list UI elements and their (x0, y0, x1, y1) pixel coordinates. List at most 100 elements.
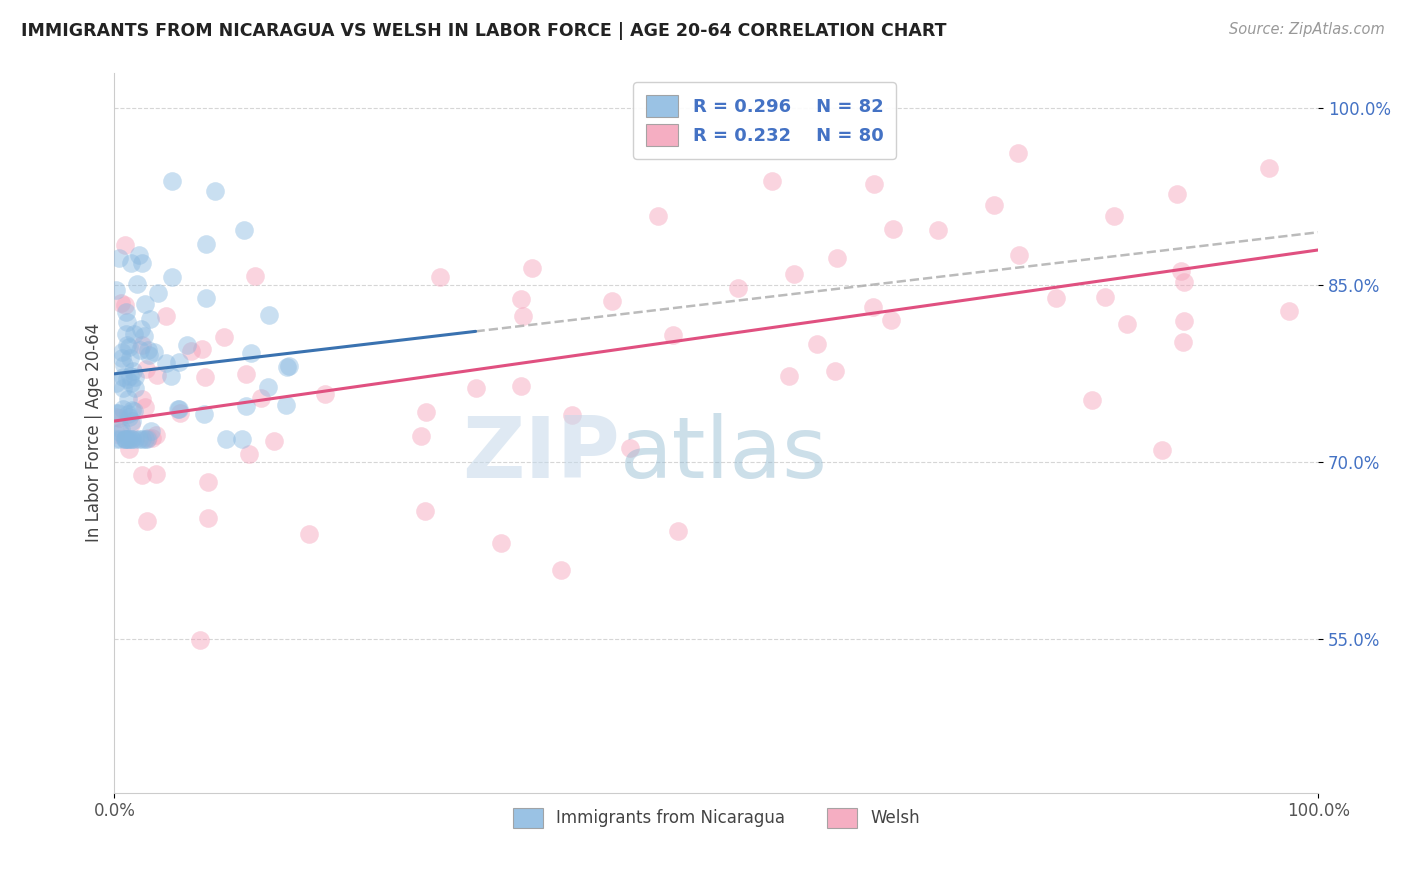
Point (1008, 247, 1031, 261)
Point (118, 409, 141, 424)
Point (561, 408, 583, 422)
Point (619, 441, 641, 455)
Point (145, 427, 167, 442)
Point (195, 291, 218, 305)
Legend: Immigrants from Nicaragua, Welsh: Immigrants from Nicaragua, Welsh (506, 801, 927, 835)
Point (489, 536, 512, 550)
Point (111, 370, 134, 384)
Point (238, 447, 260, 461)
Point (415, 404, 437, 418)
Point (104, 426, 127, 441)
Point (550, 564, 572, 578)
Point (122, 404, 145, 418)
Point (114, 238, 136, 252)
Point (146, 368, 169, 383)
Point (212, 330, 235, 344)
Point (274, 398, 297, 412)
Point (131, 256, 153, 270)
Point (145, 467, 167, 482)
Point (155, 309, 177, 323)
Point (110, 422, 132, 436)
Point (197, 511, 219, 525)
Point (108, 432, 131, 446)
Point (276, 359, 298, 374)
Text: ZIP: ZIP (463, 413, 620, 496)
Point (1045, 291, 1067, 305)
Point (135, 362, 157, 376)
Point (983, 198, 1005, 212)
Point (134, 296, 156, 310)
Point (1173, 275, 1195, 289)
Point (232, 223, 254, 237)
Point (120, 432, 142, 446)
Point (131, 338, 153, 352)
Point (1102, 209, 1125, 223)
Point (176, 338, 198, 352)
Point (112, 381, 135, 395)
Point (131, 432, 153, 446)
Point (662, 328, 685, 343)
Point (118, 340, 141, 354)
Point (108, 251, 131, 265)
Point (160, 368, 183, 383)
Point (142, 345, 165, 359)
Point (117, 407, 139, 421)
Point (413, 504, 436, 518)
Point (180, 343, 202, 358)
Point (117, 392, 139, 407)
Point (193, 407, 215, 421)
Point (131, 392, 153, 407)
Point (135, 514, 157, 528)
Point (114, 326, 136, 341)
Point (118, 442, 141, 456)
Point (115, 372, 138, 386)
Point (120, 256, 142, 270)
Point (105, 409, 128, 424)
Point (520, 260, 543, 275)
Point (124, 432, 146, 446)
Point (249, 392, 271, 406)
Point (124, 369, 146, 384)
Point (411, 429, 433, 443)
Point (778, 368, 800, 383)
Point (188, 633, 211, 648)
Point (167, 354, 190, 368)
Point (136, 343, 159, 358)
Y-axis label: In Labor Force | Age 20-64: In Labor Force | Age 20-64 (86, 323, 103, 542)
Point (128, 248, 150, 262)
Point (114, 432, 136, 446)
Point (120, 376, 142, 391)
Point (666, 524, 689, 539)
Point (240, 345, 263, 359)
Point (115, 305, 138, 319)
Point (105, 406, 128, 420)
Point (131, 467, 153, 482)
Point (105, 284, 128, 298)
Point (259, 308, 281, 322)
Point (129, 322, 152, 336)
Point (118, 432, 141, 446)
Point (215, 432, 238, 446)
Point (1173, 314, 1195, 328)
Point (806, 337, 828, 351)
Point (118, 368, 141, 383)
Point (129, 343, 152, 357)
Point (647, 209, 669, 223)
Point (121, 403, 143, 417)
Point (105, 376, 128, 391)
Point (263, 434, 285, 449)
Point (1166, 186, 1188, 201)
Point (118, 351, 141, 365)
Point (600, 293, 623, 308)
Point (134, 432, 156, 446)
Point (1081, 392, 1104, 407)
Point (108, 425, 131, 439)
Point (862, 300, 884, 314)
Point (162, 269, 184, 284)
Point (882, 221, 904, 235)
Point (114, 432, 136, 446)
Point (148, 285, 170, 300)
Point (169, 406, 191, 420)
Point (134, 400, 156, 414)
Point (121, 414, 143, 428)
